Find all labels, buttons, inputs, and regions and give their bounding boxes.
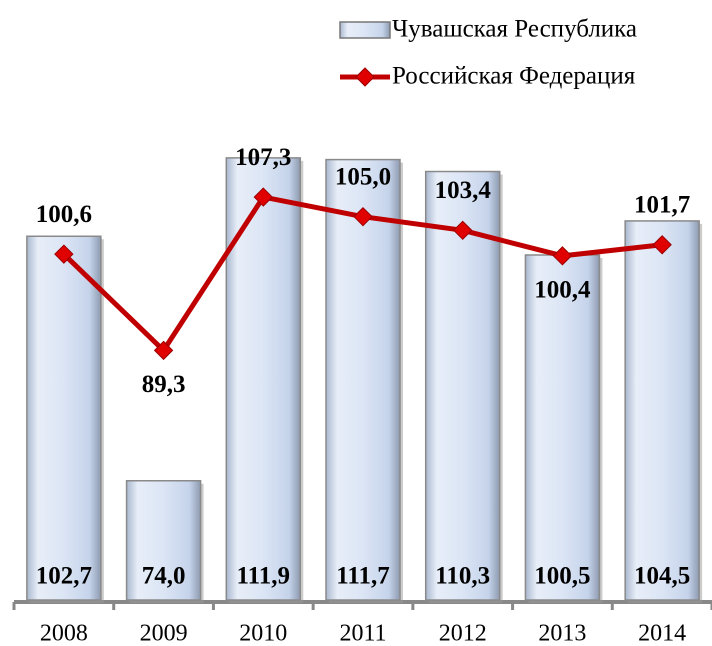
line-value-label: 107,3 <box>235 144 291 171</box>
bar <box>325 158 401 601</box>
legend-label: Чувашская Республика <box>392 16 637 43</box>
bar <box>424 170 501 601</box>
line-value-label: 89,3 <box>142 371 186 398</box>
x-tick-label: 2014 <box>638 621 686 646</box>
x-tick-label: 2013 <box>538 621 586 646</box>
bar <box>125 479 202 601</box>
line-value-label: 100,6 <box>36 201 92 228</box>
bar <box>225 157 302 601</box>
bar-value-label: 74,0 <box>142 563 186 590</box>
marker <box>652 235 672 255</box>
bar <box>624 220 700 601</box>
line-value-label: 100,4 <box>534 277 591 304</box>
bar-value-label: 100,5 <box>534 563 590 590</box>
marker <box>153 340 174 361</box>
bar-value-label: 111,9 <box>237 563 291 590</box>
marker <box>453 220 473 241</box>
bar-value-label: 111,7 <box>336 563 390 590</box>
legend-marker-icon <box>355 67 375 87</box>
x-tick-label: 2008 <box>40 621 88 646</box>
bar <box>524 254 601 601</box>
bar-value-label: 102,7 <box>36 563 92 590</box>
marker <box>552 246 573 266</box>
bar-value-label: 104,5 <box>634 563 690 590</box>
x-tick-label: 2011 <box>339 621 386 646</box>
x-tick-label: 2010 <box>239 621 287 646</box>
line-value-label: 101,7 <box>634 192 690 219</box>
legend-bar-icon <box>339 21 391 39</box>
x-tick-label: 2009 <box>140 621 188 646</box>
line-value-label: 103,4 <box>435 177 492 204</box>
marker <box>253 187 273 207</box>
legend-label: Российская Федерация <box>392 63 636 90</box>
line-value-label: 105,0 <box>335 163 391 190</box>
legend: Чувашская Республика Российская Федераци… <box>339 16 637 90</box>
bar-value-label: 110,3 <box>435 563 490 590</box>
marker <box>54 244 74 264</box>
x-tick-label: 2012 <box>439 621 487 646</box>
marker <box>353 206 373 227</box>
bar <box>26 235 102 601</box>
